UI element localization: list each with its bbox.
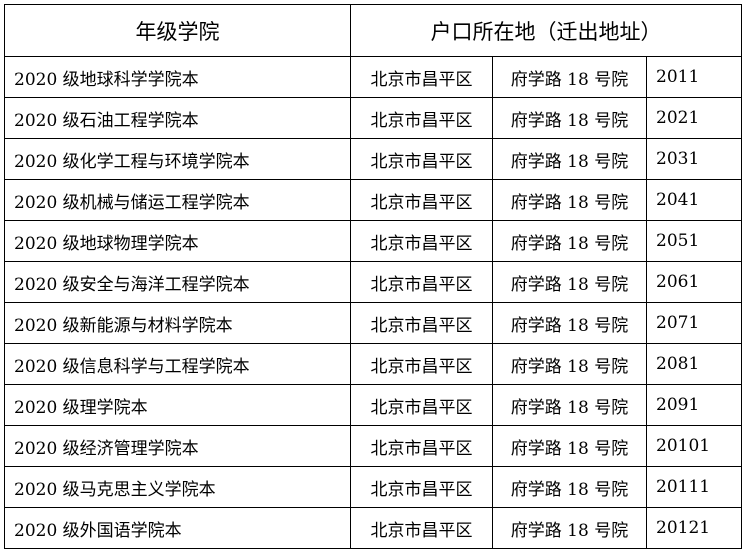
code-cell: 2051 bbox=[645, 220, 743, 262]
street-cell: 府学路 18 号院 bbox=[492, 466, 647, 508]
table-row: 2020 级信息科学与工程学院本 北京市昌平区 府学路 18 号院 2081 bbox=[4, 343, 743, 385]
code-cell: 2041 bbox=[645, 179, 743, 221]
hukou-table: 年级学院 户口所在地（迁出地址） 2020 级地球科学学院本 北京市昌平区 府学路 … bbox=[4, 4, 743, 549]
college-cell: 2020 级地球科学学院本 bbox=[4, 56, 351, 98]
district-cell: 北京市昌平区 bbox=[350, 56, 493, 98]
street-cell: 府学路 18 号院 bbox=[492, 507, 647, 549]
header-row: 年级学院 户口所在地（迁出地址） bbox=[4, 4, 743, 57]
table-row: 2020 级新能源与材料学院本 北京市昌平区 府学路 18 号院 2071 bbox=[4, 302, 743, 344]
district-cell: 北京市昌平区 bbox=[350, 343, 493, 385]
college-cell: 2020 级化学工程与环境学院本 bbox=[4, 138, 351, 180]
college-cell: 2020 级外国语学院本 bbox=[4, 507, 351, 549]
district-cell: 北京市昌平区 bbox=[350, 220, 493, 262]
table-row: 2020 级外国语学院本 北京市昌平区 府学路 18 号院 20121 bbox=[4, 507, 743, 549]
college-cell: 2020 级信息科学与工程学院本 bbox=[4, 343, 351, 385]
district-cell: 北京市昌平区 bbox=[350, 261, 493, 303]
district-cell: 北京市昌平区 bbox=[350, 97, 493, 139]
header-hukou: 户口所在地（迁出地址） bbox=[349, 4, 743, 57]
code-cell: 20121 bbox=[645, 507, 743, 549]
code-cell: 20101 bbox=[645, 425, 743, 467]
table-row: 2020 级地球物理学院本 北京市昌平区 府学路 18 号院 2051 bbox=[4, 220, 743, 262]
code-cell: 2081 bbox=[645, 343, 743, 385]
street-cell: 府学路 18 号院 bbox=[492, 261, 647, 303]
college-cell: 2020 级新能源与材料学院本 bbox=[4, 302, 351, 344]
college-cell: 2020 级马克思主义学院本 bbox=[4, 466, 351, 508]
college-cell: 2020 级地球物理学院本 bbox=[4, 220, 351, 262]
street-cell: 府学路 18 号院 bbox=[492, 343, 647, 385]
district-cell: 北京市昌平区 bbox=[350, 384, 493, 426]
table-row: 2020 级马克思主义学院本 北京市昌平区 府学路 18 号院 20111 bbox=[4, 466, 743, 508]
table-row: 2020 级石油工程学院本 北京市昌平区 府学路 18 号院 2021 bbox=[4, 97, 743, 139]
college-cell: 2020 级机械与储运工程学院本 bbox=[4, 179, 351, 221]
college-cell: 2020 级石油工程学院本 bbox=[4, 97, 351, 139]
district-cell: 北京市昌平区 bbox=[350, 302, 493, 344]
district-cell: 北京市昌平区 bbox=[350, 138, 493, 180]
table-row: 2020 级地球科学学院本 北京市昌平区 府学路 18 号院 2011 bbox=[4, 56, 743, 98]
header-college: 年级学院 bbox=[4, 4, 351, 57]
college-cell: 2020 级经济管理学院本 bbox=[4, 425, 351, 467]
street-cell: 府学路 18 号院 bbox=[492, 220, 647, 262]
district-cell: 北京市昌平区 bbox=[350, 179, 493, 221]
street-cell: 府学路 18 号院 bbox=[492, 179, 647, 221]
street-cell: 府学路 18 号院 bbox=[492, 97, 647, 139]
code-cell: 2071 bbox=[645, 302, 743, 344]
street-cell: 府学路 18 号院 bbox=[492, 425, 647, 467]
table-row: 2020 级经济管理学院本 北京市昌平区 府学路 18 号院 20101 bbox=[4, 425, 743, 467]
code-cell: 2091 bbox=[645, 384, 743, 426]
table-row: 2020 级化学工程与环境学院本 北京市昌平区 府学路 18 号院 2031 bbox=[4, 138, 743, 180]
code-cell: 2021 bbox=[645, 97, 743, 139]
street-cell: 府学路 18 号院 bbox=[492, 384, 647, 426]
college-cell: 2020 级安全与海洋工程学院本 bbox=[4, 261, 351, 303]
street-cell: 府学路 18 号院 bbox=[492, 138, 647, 180]
street-cell: 府学路 18 号院 bbox=[492, 56, 647, 98]
code-cell: 2011 bbox=[645, 56, 743, 98]
district-cell: 北京市昌平区 bbox=[350, 466, 493, 508]
table-row: 2020 级理学院本 北京市昌平区 府学路 18 号院 2091 bbox=[4, 384, 743, 426]
street-cell: 府学路 18 号院 bbox=[492, 302, 647, 344]
district-cell: 北京市昌平区 bbox=[350, 425, 493, 467]
table-row: 2020 级安全与海洋工程学院本 北京市昌平区 府学路 18 号院 2061 bbox=[4, 261, 743, 303]
college-cell: 2020 级理学院本 bbox=[4, 384, 351, 426]
table-row: 2020 级机械与储运工程学院本 北京市昌平区 府学路 18 号院 2041 bbox=[4, 179, 743, 221]
code-cell: 2061 bbox=[645, 261, 743, 303]
code-cell: 2031 bbox=[645, 138, 743, 180]
district-cell: 北京市昌平区 bbox=[350, 507, 493, 549]
code-cell: 20111 bbox=[645, 466, 743, 508]
